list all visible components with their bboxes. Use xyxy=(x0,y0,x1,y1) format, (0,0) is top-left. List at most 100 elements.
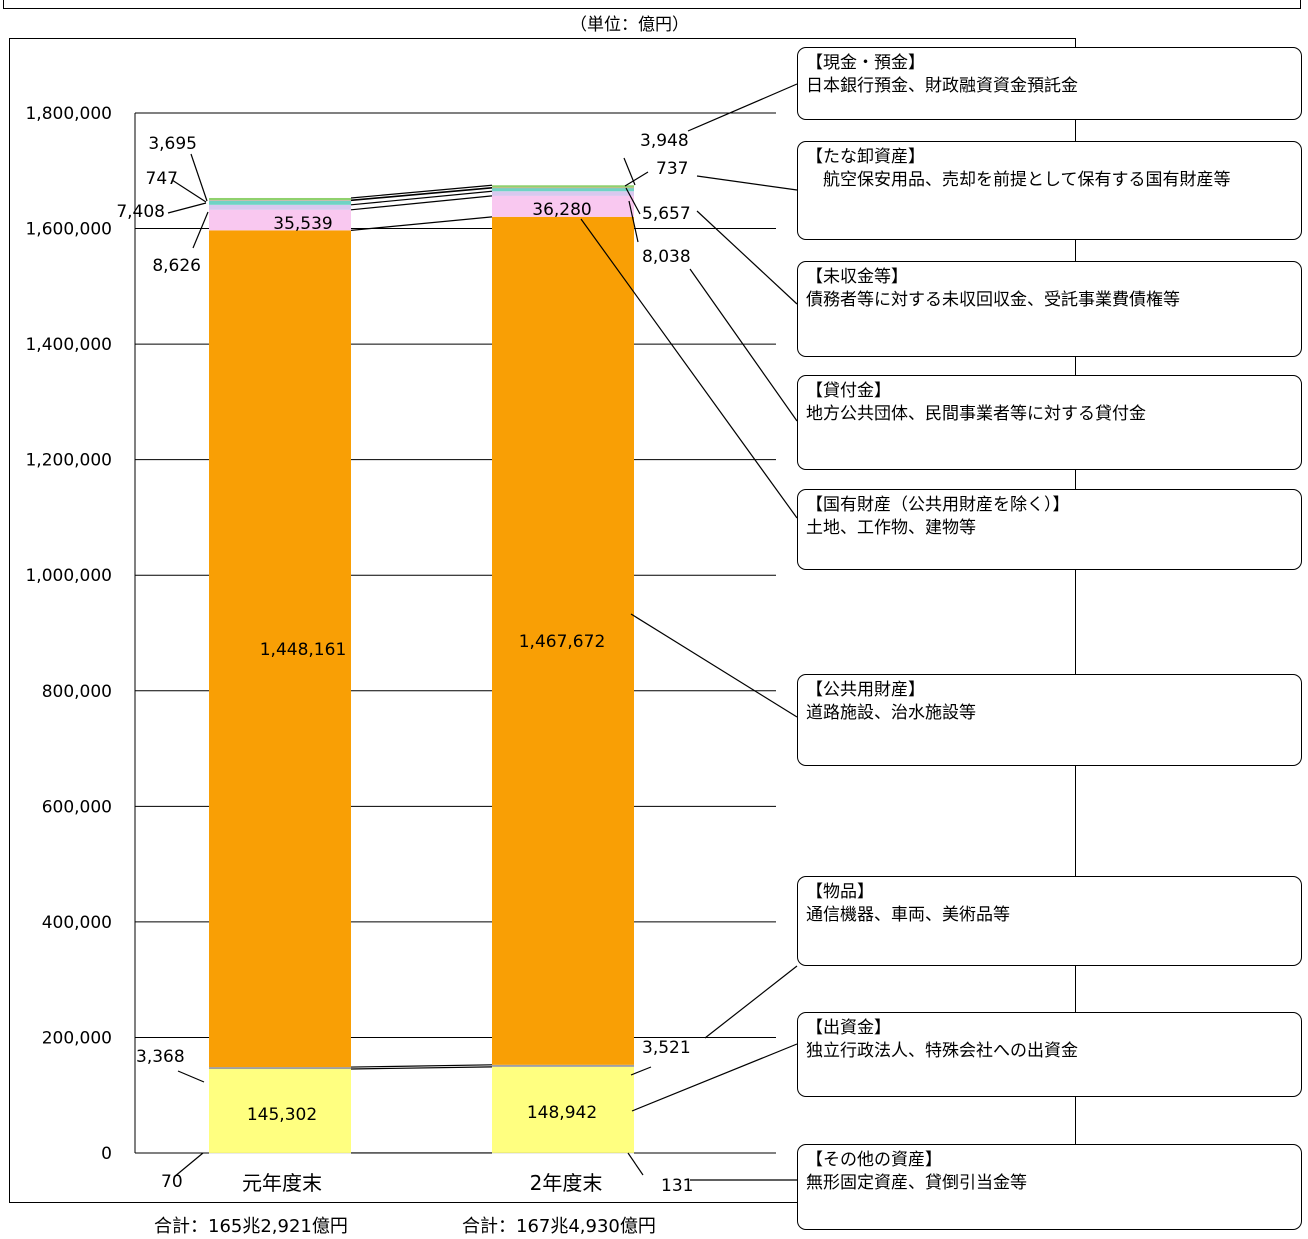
callout-other-assets: 【その他の資産】 無形固定資産、貸倒引当金等 xyxy=(797,1144,1302,1230)
leader-line xyxy=(704,965,798,1039)
leader-line xyxy=(687,83,798,132)
leader-line xyxy=(190,153,208,202)
callout-desc: 航空保安用品、売却を前提として保有する国有財産等 xyxy=(806,170,1231,190)
callout-title: 【出資金】 xyxy=(806,1018,891,1038)
y-tick-label: 1,000,000 xyxy=(25,566,112,586)
data-label: 737 xyxy=(656,159,688,179)
bar-segment xyxy=(209,1069,351,1153)
bar-segment xyxy=(492,191,634,196)
connector-line xyxy=(350,1066,493,1070)
connector-line xyxy=(350,190,493,206)
leader-line xyxy=(580,218,798,519)
total-label-1: 合計：165兆2,921億円 xyxy=(154,1216,348,1237)
x-tick-label: 2年度末 xyxy=(530,1171,603,1195)
data-label: 7,408 xyxy=(116,202,165,222)
leader-line xyxy=(627,1152,644,1176)
bar-segment xyxy=(209,204,351,210)
leader-line xyxy=(167,202,207,214)
callout-investments: 【出資金】 独立行政法人、特殊会社への出資金 xyxy=(797,1012,1302,1097)
bar-segment xyxy=(492,1152,634,1154)
leader-line xyxy=(171,179,207,203)
data-label: 747 xyxy=(146,169,178,189)
leader-line xyxy=(696,175,798,191)
callout-title: 【未収金等】 xyxy=(806,267,908,287)
bar-segment xyxy=(209,197,351,201)
bar-segment xyxy=(492,1066,634,1153)
callout-desc: 土地、工作物、建物等 xyxy=(806,518,976,538)
bar-segment xyxy=(209,1067,351,1070)
callout-title: 【現金・預金】 xyxy=(806,53,925,73)
y-tick-label: 400,000 xyxy=(42,913,112,933)
bar-segment xyxy=(209,1152,351,1154)
y-tick-label: 200,000 xyxy=(42,1028,112,1048)
data-label: 3,695 xyxy=(148,134,197,154)
bar-segment xyxy=(209,200,351,205)
bar-segment xyxy=(209,230,351,1068)
leader-line xyxy=(625,187,641,215)
data-label: 1,448,161 xyxy=(260,640,347,660)
bar-segment xyxy=(492,187,634,189)
y-tick-label: 1,600,000 xyxy=(25,220,112,240)
bar-segment xyxy=(209,209,351,231)
callout-title: 【その他の資産】 xyxy=(806,1150,942,1170)
leader-line xyxy=(624,171,649,187)
data-label: 8,626 xyxy=(152,256,201,276)
bar-segment xyxy=(209,200,351,201)
callout-desc: 地方公共団体、民間事業者等に対する貸付金 xyxy=(806,404,1146,424)
bar-segment xyxy=(492,187,634,192)
data-label: 148,942 xyxy=(527,1103,597,1123)
leader-line xyxy=(177,1070,205,1083)
data-label: 3,368 xyxy=(136,1047,185,1067)
callout-receivables: 【未収金等】 債務者等に対する未収回収金、受託事業費債権等 xyxy=(797,261,1302,357)
data-label: 3,521 xyxy=(642,1038,691,1058)
callout-public-property: 【公共用財産】 道路施設、治水施設等 xyxy=(797,674,1302,766)
x-tick-label: 元年度末 xyxy=(242,1171,322,1195)
data-label: 1,467,672 xyxy=(519,632,606,652)
connector-line xyxy=(350,186,493,201)
connector-line xyxy=(350,195,493,211)
y-tick-label: 0 xyxy=(101,1144,112,1164)
y-tick-label: 1,400,000 xyxy=(25,335,112,355)
leader-line xyxy=(628,200,639,243)
callout-loans: 【貸付金】 地方公共団体、民間事業者等に対する貸付金 xyxy=(797,375,1302,470)
callout-title: 【公共用財産】 xyxy=(806,680,925,700)
connector-line xyxy=(350,184,493,199)
data-label: 3,948 xyxy=(640,131,689,151)
data-label: 8,038 xyxy=(642,247,691,267)
bar-segment xyxy=(492,195,634,217)
callout-goods: 【物品】 通信機器、車両、美術品等 xyxy=(797,876,1302,966)
callout-title: 【たな卸資産】 xyxy=(806,147,925,167)
leader-line xyxy=(173,1152,204,1178)
callout-title: 【貸付金】 xyxy=(806,381,891,401)
data-label: 145,302 xyxy=(247,1105,317,1125)
connector-line xyxy=(350,216,493,231)
y-tick-label: 1,800,000 xyxy=(25,104,112,124)
data-label: 36,280 xyxy=(532,200,591,220)
y-tick-label: 1,200,000 xyxy=(25,451,112,471)
total-label-2: 合計：167兆4,930億円 xyxy=(462,1216,656,1237)
callout-desc: 独立行政法人、特殊会社への出資金 xyxy=(806,1041,1078,1061)
callout-title: 【国有財産（公共用財産を除く）】 xyxy=(806,495,1070,515)
data-label: 70 xyxy=(161,1172,183,1192)
y-tick-label: 800,000 xyxy=(42,682,112,702)
callout-title: 【物品】 xyxy=(806,882,874,902)
bar-segment xyxy=(492,185,634,188)
bar-segment xyxy=(492,1064,634,1067)
leader-line xyxy=(696,210,798,305)
callout-desc: 日本銀行預金、財政融資資金預託金 xyxy=(806,76,1078,96)
data-label: 5,657 xyxy=(642,204,691,224)
callout-desc: 通信機器、車両、美術品等 xyxy=(806,905,1010,925)
bar-segment xyxy=(492,216,634,1065)
callout-desc: 債務者等に対する未収回収金、受託事業費債権等 xyxy=(806,290,1180,310)
callout-state-property: 【国有財産（公共用財産を除く）】 土地、工作物、建物等 xyxy=(797,489,1302,570)
leader-line xyxy=(630,1066,652,1076)
data-label: 131 xyxy=(661,1176,693,1196)
leader-line xyxy=(630,613,798,718)
callout-cash: 【現金・預金】 日本銀行預金、財政融資資金預託金 xyxy=(797,47,1302,120)
leader-line xyxy=(192,211,209,249)
y-tick-label: 600,000 xyxy=(42,797,112,817)
top-frame xyxy=(3,0,1301,9)
data-label: 35,539 xyxy=(273,214,332,234)
